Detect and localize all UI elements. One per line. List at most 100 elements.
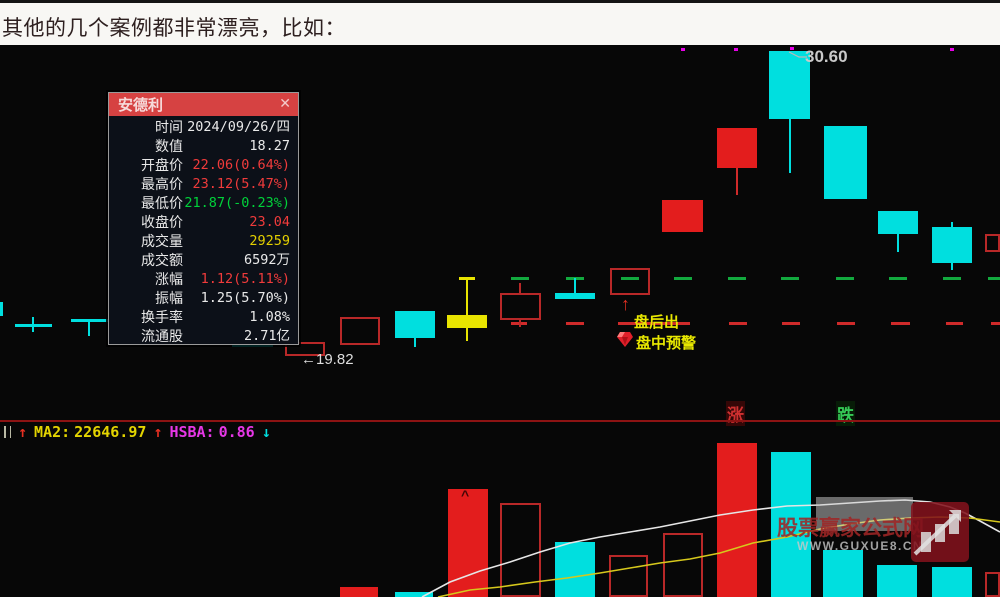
panel-row-label: 成交额 (141, 252, 183, 268)
panel-body: 时间 2024/09/26/四 数值 18.27 开盘价 22.06(0.64%) 最高价 2… (109, 116, 298, 346)
candle (395, 311, 435, 338)
candle (878, 211, 918, 234)
panel-row-value: 23.04 (249, 214, 290, 230)
panel-row: 涨幅 1.12(5.11%) (109, 270, 298, 289)
panel-row-value: 22.06(0.64%) (192, 157, 290, 173)
panel-row-value: 2024/09/26/四 (187, 119, 290, 135)
panel-row-value: 2.71亿 (243, 328, 290, 344)
magenta-ma-dot (681, 48, 685, 51)
ma2-value: 22646.97 (74, 423, 147, 441)
green-dash (836, 277, 854, 280)
panel-row: 最低价 21.87(-0.23%) (109, 194, 298, 213)
hsba-trend-up-icon: ↑ (153, 423, 163, 441)
candle-high-tick (459, 277, 475, 280)
panel-row-label: 收盘价 (141, 214, 183, 230)
watermark-logo-icon (911, 502, 969, 562)
volume-bar (717, 443, 757, 597)
panel-row-label: 振幅 (155, 290, 183, 306)
panel-row: 成交额 6592万 (109, 251, 298, 270)
red-dash (618, 322, 690, 325)
panel-row: 数值 18.27 (109, 137, 298, 156)
panel-row: 开盘价 22.06(0.64%) (109, 156, 298, 175)
panel-row-value: 23.12(5.47%) (192, 176, 290, 192)
volume-bar (448, 489, 488, 597)
stock-name: 安德利 (118, 97, 164, 114)
magenta-ma-dot (790, 47, 794, 50)
panel-titlebar[interactable]: 安德利 ✕ (109, 93, 298, 116)
panel-row: 时间 2024/09/26/四 (109, 118, 298, 137)
panel-row: 换手率 1.08% (109, 308, 298, 327)
panel-row: 最高价 23.12(5.47%) (109, 175, 298, 194)
candle (285, 342, 325, 356)
candle (662, 200, 703, 232)
panel-row-label: 开盘价 (141, 157, 183, 173)
green-dash (511, 277, 529, 280)
panel-row-label: 换手率 (141, 309, 183, 325)
high-price-label: 30.60 (805, 47, 848, 66)
candle (0, 302, 3, 316)
candle-wick (414, 338, 416, 347)
green-dash (621, 277, 639, 280)
green-dash (674, 277, 692, 280)
candle-wick (789, 119, 791, 173)
clipped-text-fragment (4, 426, 11, 438)
after-hours-signal-label: 盘后出 (634, 314, 680, 331)
red-dash (837, 322, 855, 325)
red-dash (729, 322, 747, 325)
volume-bar (340, 587, 378, 597)
volume-bar (932, 567, 972, 597)
panel-row-label: 成交量 (141, 233, 183, 249)
article-header: 其他的几个案例都非常漂亮，比如： (0, 3, 1000, 45)
close-icon[interactable]: ✕ (279, 95, 291, 111)
candle (15, 324, 52, 327)
watermark-backdrop (816, 497, 913, 531)
volume-bar (555, 542, 595, 597)
candle (932, 227, 972, 263)
panel-row: 振幅 1.25(5.70%) (109, 289, 298, 308)
ma2-label[interactable]: MA2: (34, 423, 71, 441)
candle-wick (897, 234, 899, 252)
panel-row-value: 21.87(-0.23%) (184, 195, 290, 211)
panel-row-label: 最高价 (141, 176, 183, 192)
axis-down-label: 跌 (836, 401, 855, 426)
volume-bar (823, 550, 863, 597)
candle-wick (574, 278, 576, 293)
candle-wick (519, 320, 521, 327)
panel-row-label: 涨幅 (155, 271, 183, 287)
green-dash (728, 277, 746, 280)
panel-row-label: 最低价 (141, 195, 183, 211)
panel-row: 成交量 29259 (109, 232, 298, 251)
axis-up-label: 涨 (726, 401, 745, 426)
hsba-label[interactable]: HSBA: (169, 423, 215, 441)
red-dash (891, 322, 910, 325)
watermark-site-name: 股票赢家公式网 (777, 516, 924, 540)
intraday-alert-label: 盘中预警 (636, 335, 697, 352)
candle (232, 343, 273, 347)
red-dash (782, 322, 800, 325)
candle (500, 293, 541, 320)
candle (555, 293, 595, 299)
volume-bar (985, 572, 1000, 597)
volume-bar (395, 592, 433, 597)
article-text: 其他的几个案例都非常漂亮，比如： (2, 17, 346, 40)
candle-wick (736, 168, 738, 195)
red-dash (566, 322, 584, 325)
top-border (0, 0, 1000, 3)
stock-info-panel: 安德利 ✕ 时间 2024/09/26/四 数值 18.27 开盘价 22.06(0.64… (108, 92, 299, 345)
candle-wick (466, 328, 468, 341)
candle-wick (88, 322, 90, 336)
candle-wick (951, 222, 953, 227)
ma2-trend-up-icon: ↑ (18, 423, 28, 441)
green-dash (889, 277, 907, 280)
panel-row: 流通股 2.71亿 (109, 327, 298, 346)
panel-row-value: 1.12(5.11%) (200, 271, 290, 287)
green-dash (988, 277, 1000, 280)
panel-row-value: 6592万 (243, 252, 290, 268)
candle (447, 315, 487, 328)
panel-row: 收盘价 23.04 (109, 213, 298, 232)
volume-bar (663, 533, 703, 597)
volume-bar (877, 565, 917, 597)
panel-row-label: 数值 (155, 138, 183, 154)
red-dash (946, 322, 963, 325)
